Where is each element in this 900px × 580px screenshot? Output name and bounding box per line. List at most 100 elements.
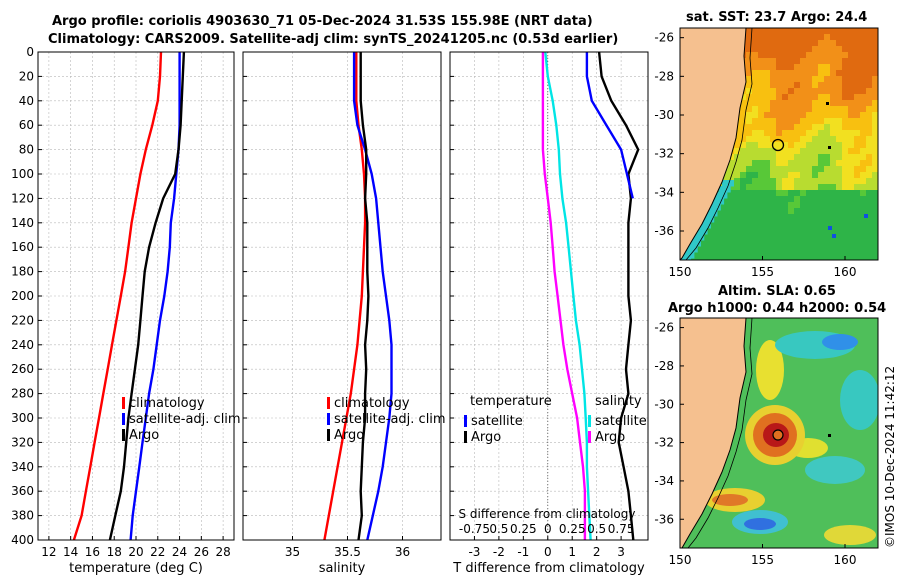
sst-cell: [860, 238, 867, 245]
sst-cell: [854, 118, 861, 125]
sst-cell: [746, 46, 753, 53]
sst-cell: [872, 256, 878, 260]
sst-cell: [752, 46, 759, 53]
sst-cell: [740, 148, 747, 155]
sst-cell: [854, 28, 861, 35]
sst-cell: [806, 244, 813, 251]
sst-cell: [818, 178, 825, 185]
sst-cell: [848, 220, 855, 227]
sst-cell: [764, 52, 771, 59]
sst-cell: [746, 238, 753, 245]
sst-cell: [824, 52, 831, 59]
sst-cell: [824, 202, 831, 209]
sst-cell: [818, 190, 825, 197]
sst-cell: [794, 178, 801, 185]
sst-cell: [794, 88, 801, 95]
sst-cell: [746, 208, 753, 215]
sst-cell: [812, 46, 819, 53]
sst-cell: [848, 238, 855, 245]
sst-cell: [800, 52, 807, 59]
sst-cell: [746, 232, 753, 239]
y-tick-label: 240: [11, 338, 34, 352]
sst-cell: [764, 172, 771, 179]
sst-cell: [866, 190, 873, 197]
sst-cell: [812, 172, 819, 179]
sst-cell: [848, 214, 855, 221]
sst-cell: [788, 214, 795, 221]
sst-map-axes: 150 155 160 -26 -28 -30 -32 -34 -36: [654, 31, 856, 279]
sst-cell: [842, 178, 849, 185]
sst-cell: [776, 190, 783, 197]
sst-cell: [800, 94, 807, 101]
sst-cell: [740, 160, 747, 167]
legend-label: climatology: [334, 396, 410, 411]
y-tick-label: 280: [11, 387, 34, 401]
sst-cell: [682, 252, 695, 259]
map-x-tick-label: 155: [751, 265, 774, 279]
sst-cell: [752, 238, 759, 245]
sst-cell: [836, 232, 843, 239]
sst-cell: [764, 118, 771, 125]
sst-cell: [752, 244, 759, 251]
sst-cell: [854, 76, 861, 83]
sst-cell: [770, 100, 777, 107]
sst-cell: [764, 178, 771, 185]
sst-cell: [776, 148, 783, 155]
sst-cell: [818, 196, 825, 203]
sst-cell: [782, 202, 789, 209]
sst-cell: [752, 226, 759, 233]
sst-cell: [842, 52, 849, 59]
sst-cell: [734, 244, 741, 251]
sst-cell: [866, 82, 873, 89]
sst-cell: [860, 136, 867, 143]
sst-cell: [860, 130, 867, 137]
sst-cell: [854, 100, 861, 107]
x-tick-label: -1: [517, 545, 529, 559]
sst-cell: [794, 124, 801, 131]
sst-cell: [764, 232, 771, 239]
sst-cell: [715, 192, 728, 199]
y-tick-label: 80: [19, 143, 34, 157]
sst-cell: [740, 220, 747, 227]
sst-cell: [734, 166, 741, 173]
sst-cell: [800, 208, 807, 215]
sst-cell: [836, 244, 843, 251]
sla-blob-cyan: [805, 456, 865, 484]
sst-cell: [800, 106, 807, 113]
sst-cell: [734, 148, 741, 155]
sla-blob-blue: [822, 334, 858, 350]
sst-cell: [758, 184, 765, 191]
sst-cell: [722, 238, 729, 245]
sst-cell: [860, 178, 867, 185]
salinity-tick-label: 0.5: [489, 522, 508, 536]
sst-cell: [710, 232, 717, 239]
sst-cell: [752, 184, 759, 191]
sst-cell: [770, 34, 777, 41]
legend-swatch: [464, 431, 467, 443]
sst-cell: [794, 220, 801, 227]
sst-cell: [806, 76, 813, 83]
sst-cell: [764, 82, 771, 89]
sst-cell: [794, 202, 801, 209]
sst-cell: [734, 190, 741, 197]
sst-cell: [776, 256, 783, 260]
sst-cell: [830, 172, 837, 179]
sst-cell: [746, 34, 753, 41]
sst-cell: [788, 142, 795, 149]
sst-cell: [776, 76, 783, 83]
sst-cell: [818, 154, 825, 161]
sst-cell: [866, 202, 873, 209]
sst-cell: [818, 88, 825, 95]
sst-cell: [794, 226, 801, 233]
sst-cell: [806, 238, 813, 245]
legend-label: climatology: [129, 396, 205, 411]
sst-cell: [758, 52, 765, 59]
sst-cell: [782, 226, 789, 233]
sst-cell: [728, 226, 735, 233]
sst-cell: [818, 94, 825, 101]
sst-cell: [812, 136, 819, 143]
x-tick-label: 18: [107, 545, 122, 559]
sst-cell: [860, 196, 867, 203]
sst-cell: [722, 172, 729, 179]
sst-cell: [776, 46, 783, 53]
